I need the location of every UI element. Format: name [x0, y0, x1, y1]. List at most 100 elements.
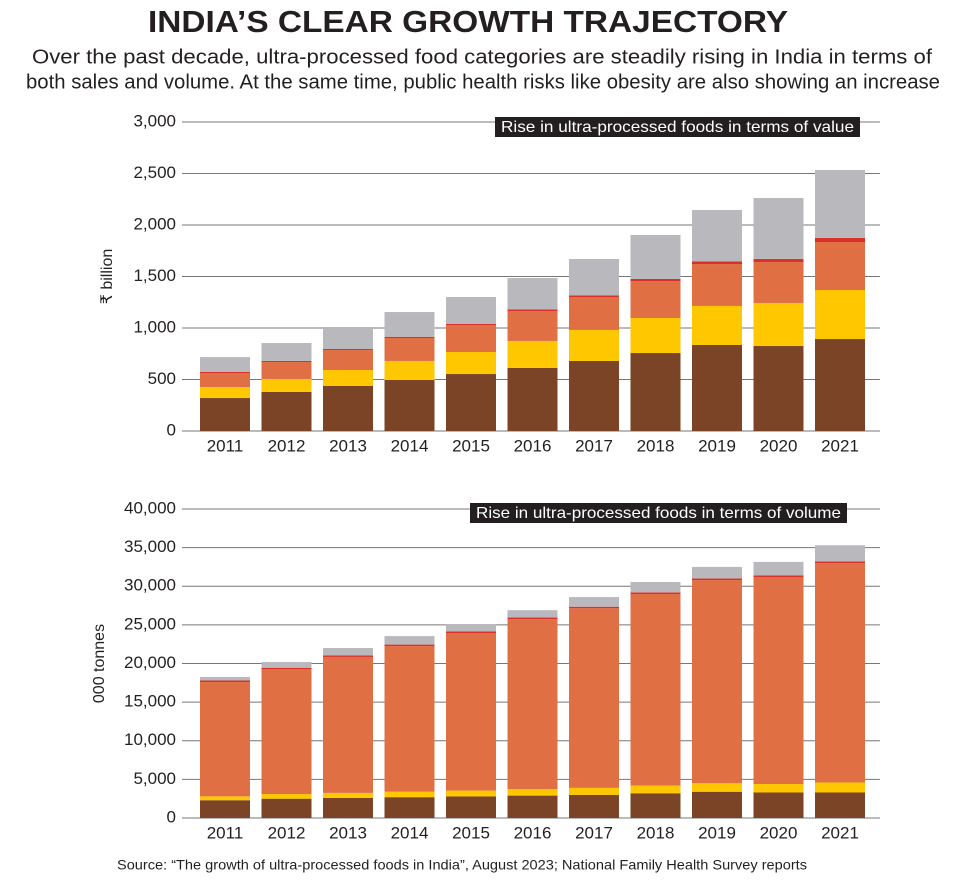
bar-segment — [446, 790, 496, 797]
bar-segment — [507, 795, 558, 818]
x-tick-label: 2019 — [698, 436, 736, 455]
bar-segment — [200, 677, 250, 681]
bar-segment — [569, 329, 619, 361]
bar-segment — [507, 610, 558, 618]
y-tick-label: 10,000 — [124, 730, 176, 749]
bar-segment — [261, 391, 312, 431]
x-tick-label: 2014 — [391, 823, 429, 842]
x-tick-label: 2014 — [391, 436, 429, 455]
bar-segment — [384, 380, 435, 431]
bar-segment — [200, 800, 250, 818]
y-tick-label: 0 — [167, 420, 176, 439]
bar-segment — [200, 387, 250, 399]
bar-segment — [323, 385, 373, 431]
bar-segment — [446, 631, 496, 633]
bar-segment — [323, 350, 373, 371]
y-tick-label: 1,500 — [133, 266, 176, 285]
bar-segment — [753, 258, 804, 262]
annotation: Rise in ultra-processed foods in terms o… — [476, 505, 841, 522]
bar-segment — [753, 784, 804, 793]
bar-segment — [261, 378, 312, 392]
bar-segment — [815, 339, 865, 431]
title: INDIA’S CLEAR GROWTH TRAJECTORY — [148, 4, 788, 39]
bar-segment — [630, 234, 681, 279]
bar-segment — [323, 792, 373, 798]
x-tick-label: 2020 — [760, 823, 798, 842]
x-tick-label: 2011 — [207, 823, 244, 842]
bar-segment — [323, 797, 373, 818]
bar-segment — [692, 209, 742, 262]
bar-segment — [446, 632, 496, 791]
bar-segment — [507, 311, 558, 341]
y-tick-label: 40,000 — [124, 498, 176, 517]
bar-segment — [630, 281, 681, 319]
bar-segment — [507, 617, 558, 620]
y-axis-label: ₹ billion — [99, 249, 116, 305]
y-tick-label: 0 — [167, 807, 176, 826]
x-tick-label: 2021 — [821, 436, 859, 455]
bar-segment — [692, 580, 742, 784]
bar-segment — [200, 680, 250, 683]
bar-segment — [384, 791, 435, 798]
bar-segment — [261, 798, 312, 818]
x-tick-label: 2013 — [329, 436, 367, 455]
bar-segment — [323, 326, 373, 350]
bar-segment — [692, 578, 742, 581]
bar-segment — [261, 669, 312, 795]
bar-segment — [384, 797, 435, 818]
y-tick-label: 2,000 — [133, 214, 176, 233]
bar-segment — [692, 566, 742, 579]
y-tick-label: 2,500 — [133, 163, 176, 182]
bar-segment — [446, 624, 496, 632]
x-tick-label: 2011 — [207, 436, 244, 455]
bar-segment — [200, 373, 250, 388]
bar-segment — [446, 796, 496, 818]
x-tick-label: 2017 — [575, 823, 613, 842]
bar-segment — [261, 661, 312, 668]
bar-segment — [323, 349, 373, 351]
subtitle: Over the past decade, ultra-processed fo… — [32, 46, 932, 68]
bar-segment — [630, 593, 681, 786]
bar-segment — [507, 789, 558, 796]
bar-segment — [630, 793, 681, 818]
bar-segment — [261, 794, 312, 799]
bar-segment — [692, 344, 742, 431]
bar-segment — [446, 323, 496, 326]
bar-segment — [384, 636, 435, 645]
x-tick-label: 2015 — [452, 436, 490, 455]
bar-segment — [753, 576, 804, 785]
x-tick-label: 2012 — [268, 823, 306, 842]
bar-segment — [384, 646, 435, 792]
bar-segment — [569, 606, 619, 609]
bar-segment — [569, 296, 619, 330]
bar-segment — [692, 783, 742, 792]
bar-segment — [815, 241, 865, 290]
bar-segment — [630, 353, 681, 431]
annotation-box — [470, 503, 847, 523]
bar-segment — [261, 361, 312, 379]
bar-segment — [753, 561, 804, 576]
bar-segment — [507, 367, 558, 431]
subtitle: both sales and volume. At the same time,… — [26, 71, 940, 93]
bar-segment — [753, 575, 804, 577]
x-tick-label: 2016 — [514, 823, 552, 842]
bar-segment — [507, 278, 558, 310]
bar-segment — [569, 608, 619, 788]
y-tick-label: 500 — [148, 369, 176, 388]
x-tick-label: 2012 — [268, 436, 306, 455]
y-tick-label: 30,000 — [124, 576, 176, 595]
bar-segment — [569, 794, 619, 818]
bar-segment — [630, 582, 681, 593]
y-tick-label: 25,000 — [124, 614, 176, 633]
bar-segment — [384, 360, 435, 381]
bar-segment — [753, 302, 804, 347]
y-tick-label: 3,000 — [133, 111, 176, 130]
bar-segment — [200, 682, 250, 797]
bar-segment — [507, 619, 558, 790]
bar-segment — [384, 336, 435, 338]
y-axis-label: 000 tonnes — [91, 624, 108, 703]
bar-segment — [815, 782, 865, 793]
bar-segment — [692, 305, 742, 345]
bar-segment — [569, 787, 619, 795]
